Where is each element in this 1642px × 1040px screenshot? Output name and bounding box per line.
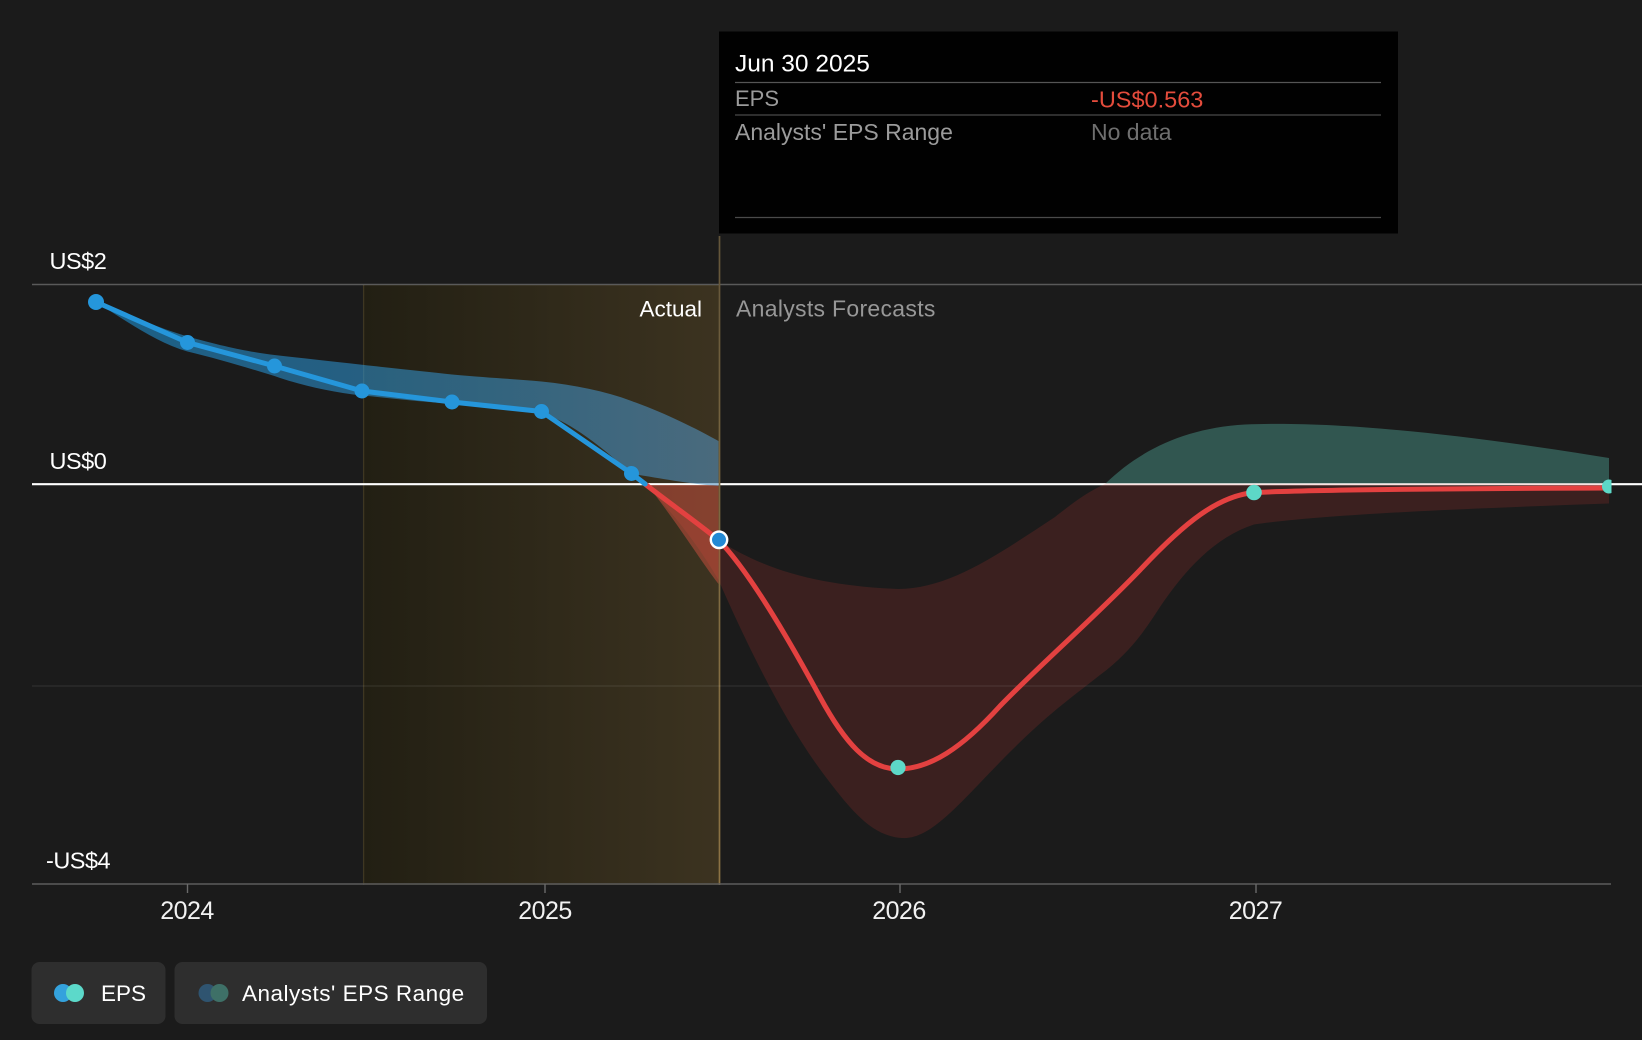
svg-text:Jun 30 2025: Jun 30 2025 [735,51,870,78]
svg-text:Analysts' EPS Range: Analysts' EPS Range [735,119,953,145]
svg-text:2027: 2027 [1229,897,1283,925]
svg-text:Analysts Forecasts: Analysts Forecasts [736,296,936,322]
svg-text:EPS: EPS [101,981,146,1006]
svg-text:-US$4: -US$4 [46,848,111,874]
svg-text:Actual: Actual [639,297,702,322]
svg-text:2024: 2024 [160,897,214,925]
svg-text:US$0: US$0 [50,448,107,474]
svg-text:US$2: US$2 [50,248,107,274]
svg-text:2026: 2026 [872,897,926,925]
svg-text:Analysts' EPS Range: Analysts' EPS Range [242,981,465,1006]
svg-text:No data: No data [1091,119,1172,145]
svg-text:EPS: EPS [735,86,779,111]
svg-text:2025: 2025 [518,897,572,925]
svg-text:-US$0.563: -US$0.563 [1091,87,1203,113]
